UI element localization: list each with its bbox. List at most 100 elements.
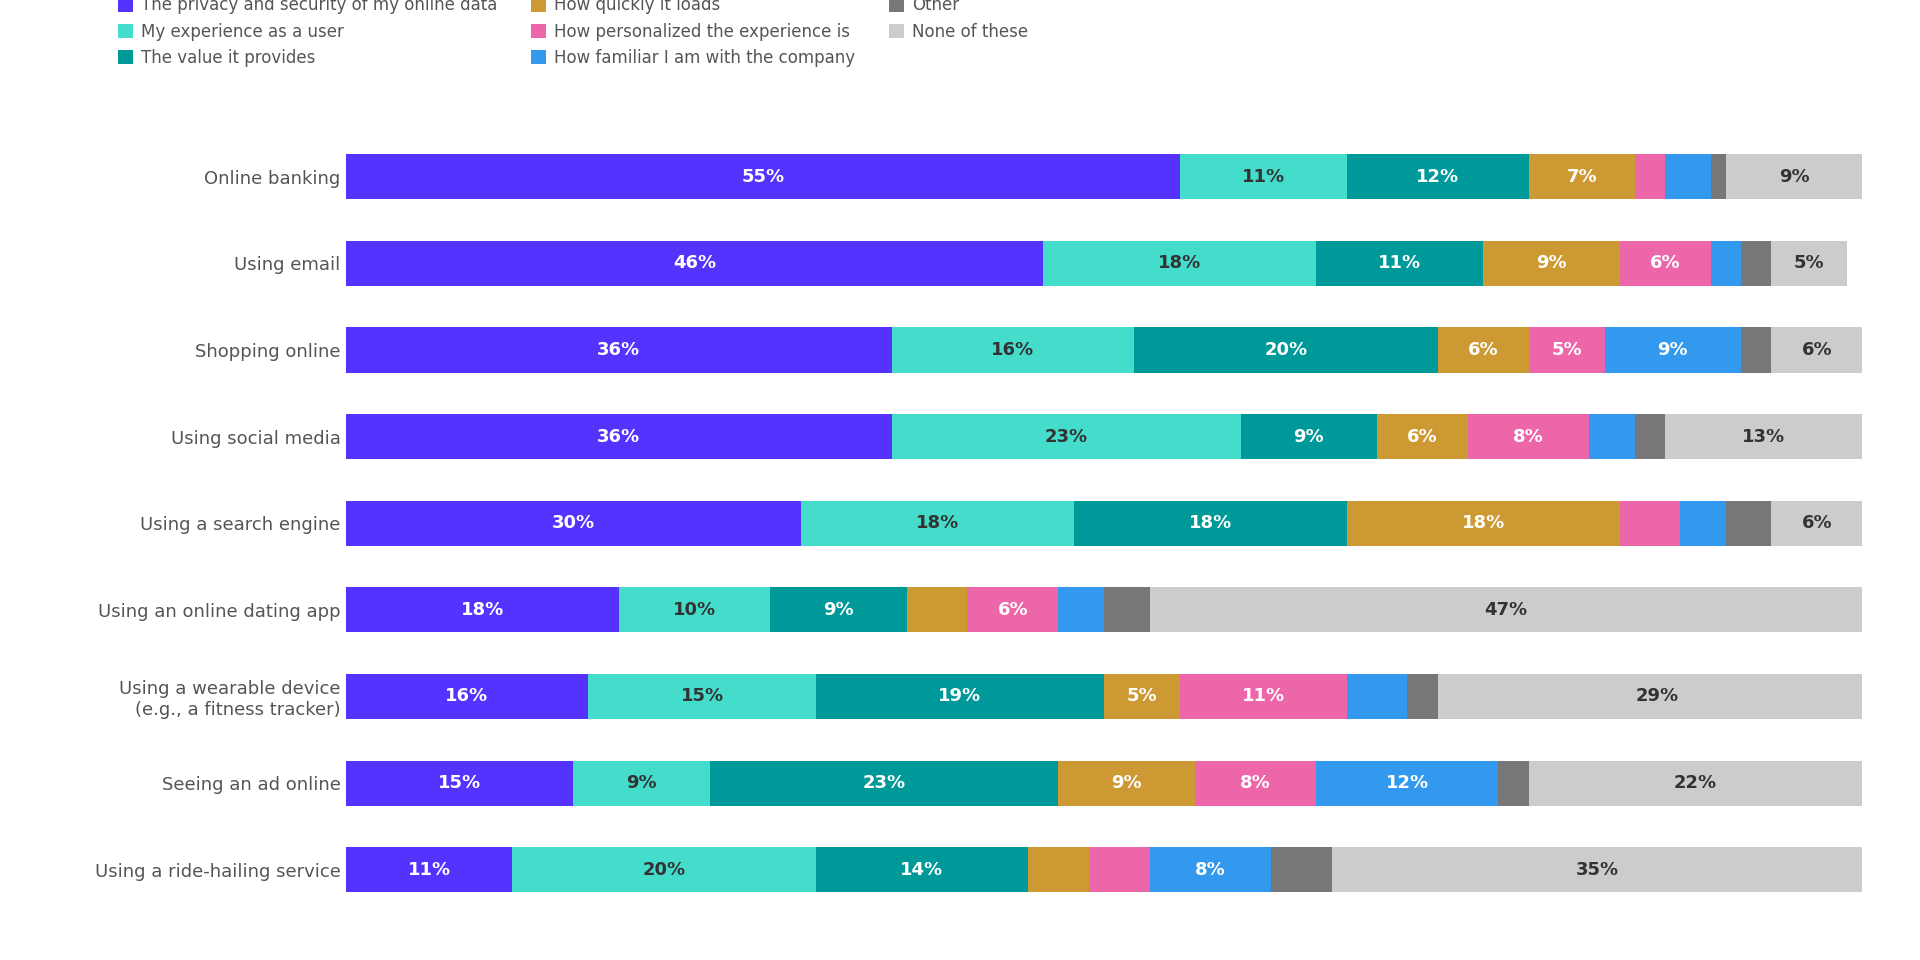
Bar	[346, 241, 1043, 286]
Bar	[1711, 241, 1741, 286]
Text: 20%: 20%	[643, 860, 685, 878]
Bar	[572, 760, 710, 805]
Text: 6%: 6%	[1801, 515, 1832, 532]
Text: 18%: 18%	[461, 601, 503, 619]
Bar	[1058, 760, 1194, 805]
Text: 12%: 12%	[1386, 774, 1428, 792]
Bar	[1150, 588, 1862, 633]
Text: 9%: 9%	[1112, 774, 1142, 792]
Text: 30%: 30%	[551, 515, 595, 532]
Bar	[1528, 760, 1862, 805]
Bar	[1058, 588, 1104, 633]
Bar	[1772, 501, 1862, 545]
Text: 18%: 18%	[1461, 515, 1505, 532]
Bar	[968, 588, 1058, 633]
Bar	[1089, 847, 1150, 892]
Bar	[1605, 327, 1741, 372]
Text: 23%: 23%	[1044, 427, 1087, 445]
Text: 8%: 8%	[1513, 427, 1544, 445]
Text: 9%: 9%	[1536, 254, 1567, 273]
Bar	[770, 588, 906, 633]
Bar	[1680, 501, 1726, 545]
Text: 10%: 10%	[672, 601, 716, 619]
Bar	[1104, 674, 1179, 719]
Bar	[1665, 414, 1862, 459]
Bar	[1377, 414, 1469, 459]
Text: 8%: 8%	[1194, 860, 1225, 878]
Text: 20%: 20%	[1265, 341, 1308, 359]
Text: 9%: 9%	[1778, 168, 1809, 186]
Bar	[1726, 501, 1772, 545]
Text: 12%: 12%	[1417, 168, 1459, 186]
Bar	[1346, 155, 1528, 200]
Text: 23%: 23%	[862, 774, 906, 792]
Bar	[1711, 155, 1726, 200]
Text: 11%: 11%	[1379, 254, 1421, 273]
Bar	[891, 327, 1135, 372]
Text: 5%: 5%	[1127, 687, 1158, 706]
Text: 11%: 11%	[1242, 687, 1284, 706]
Bar	[1346, 501, 1620, 545]
Legend: The privacy and security of my online data, My experience as a user, The value i: The privacy and security of my online da…	[111, 0, 1035, 74]
Bar	[1482, 241, 1620, 286]
Text: 9%: 9%	[1294, 427, 1325, 445]
Bar	[346, 847, 513, 892]
Bar	[816, 674, 1104, 719]
Bar	[1271, 847, 1332, 892]
Bar	[1317, 241, 1482, 286]
Text: 6%: 6%	[998, 601, 1029, 619]
Bar	[1346, 674, 1407, 719]
Bar	[1620, 501, 1680, 545]
Bar	[1634, 155, 1665, 200]
Text: 15%: 15%	[438, 774, 480, 792]
Bar	[346, 155, 1179, 200]
Bar	[1407, 674, 1438, 719]
Bar	[1150, 847, 1271, 892]
Bar	[816, 847, 1027, 892]
Bar	[1772, 327, 1862, 372]
Bar	[588, 674, 816, 719]
Bar	[1620, 241, 1711, 286]
Bar	[1741, 327, 1772, 372]
Bar	[346, 588, 618, 633]
Bar	[1741, 241, 1772, 286]
Text: 29%: 29%	[1636, 687, 1680, 706]
Bar	[1469, 414, 1590, 459]
Text: 5%: 5%	[1551, 341, 1582, 359]
Bar	[891, 414, 1240, 459]
Text: 9%: 9%	[824, 601, 854, 619]
Text: 8%: 8%	[1240, 774, 1271, 792]
Bar	[1179, 155, 1346, 200]
Text: 14%: 14%	[900, 860, 943, 878]
Bar	[1528, 155, 1634, 200]
Bar	[513, 847, 816, 892]
Text: 7%: 7%	[1567, 168, 1597, 186]
Bar	[801, 501, 1073, 545]
Bar	[1528, 327, 1605, 372]
Text: 9%: 9%	[1657, 341, 1688, 359]
Bar	[1332, 847, 1862, 892]
Text: 11%: 11%	[1242, 168, 1284, 186]
Text: 36%: 36%	[597, 427, 639, 445]
Text: 15%: 15%	[680, 687, 724, 706]
Text: 6%: 6%	[1469, 341, 1498, 359]
Bar	[1043, 241, 1317, 286]
Text: 18%: 18%	[1188, 515, 1233, 532]
Text: 13%: 13%	[1741, 427, 1786, 445]
Text: 36%: 36%	[597, 341, 639, 359]
Text: 46%: 46%	[672, 254, 716, 273]
Text: 11%: 11%	[407, 860, 451, 878]
Text: 47%: 47%	[1484, 601, 1528, 619]
Text: 5%: 5%	[1793, 254, 1824, 273]
Bar	[1772, 241, 1847, 286]
Bar	[1438, 327, 1528, 372]
Bar	[346, 414, 891, 459]
Text: 6%: 6%	[1407, 427, 1438, 445]
Bar	[1027, 847, 1089, 892]
Bar	[1240, 414, 1377, 459]
Text: 9%: 9%	[626, 774, 657, 792]
Bar	[1104, 588, 1150, 633]
Bar	[710, 760, 1058, 805]
Text: 18%: 18%	[916, 515, 958, 532]
Bar	[346, 674, 588, 719]
